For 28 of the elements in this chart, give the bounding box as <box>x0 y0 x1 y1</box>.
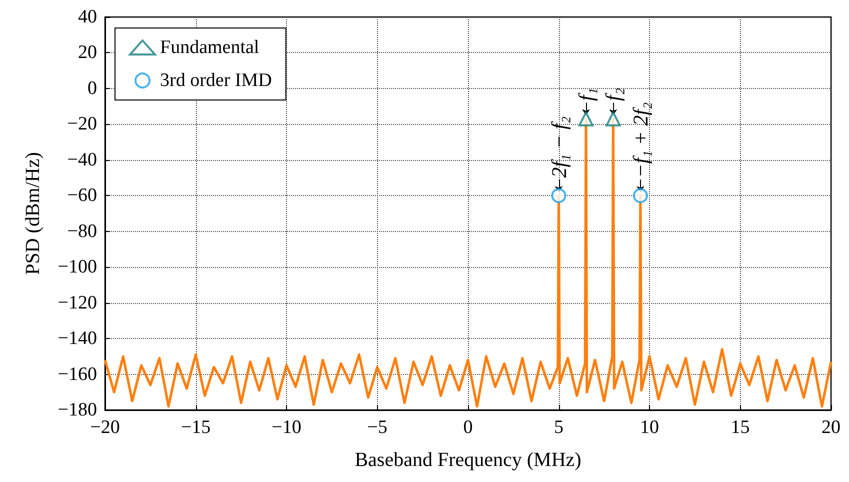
y-axis-title: PSD (dBm/Hz) <box>22 152 44 275</box>
x-tick-label: 20 <box>822 417 840 438</box>
y-tick-label: −60 <box>67 185 97 206</box>
y-tick-label: −40 <box>67 149 97 170</box>
annotation: 2f₁ − f₂ <box>546 116 571 178</box>
y-tick-label: −120 <box>58 292 97 314</box>
y-tick-label: −180 <box>58 400 97 420</box>
y-tick-label: −140 <box>58 328 97 350</box>
legend-label: Fundamental <box>160 37 260 58</box>
y-tick-label: 20 <box>78 42 97 64</box>
y-tick-label: −160 <box>58 364 97 385</box>
x-tick-label: 15 <box>730 417 750 438</box>
y-tick-label: −80 <box>67 220 97 242</box>
x-tick-label: −15 <box>180 417 211 438</box>
x-axis-title: Baseband Frequency (MHz) <box>354 449 582 471</box>
annotation: −f₁ + 2f₂ <box>628 102 652 178</box>
y-tick-label: −100 <box>58 256 97 278</box>
legend-label: 3rd order IMD <box>160 70 272 91</box>
x-tick-label: −10 <box>272 417 302 438</box>
y-tick-label: 40 <box>78 6 97 28</box>
x-tick-label: 0 <box>463 417 473 438</box>
x-tick-label: 10 <box>640 417 659 438</box>
x-tick-label: −5 <box>367 417 388 438</box>
annotation: f₁ <box>574 88 598 101</box>
x-tick-label: 5 <box>554 417 564 438</box>
y-tick-label: −20 <box>67 114 97 135</box>
y-tick-label: 0 <box>88 78 97 99</box>
annotation: f₂ <box>601 88 626 101</box>
